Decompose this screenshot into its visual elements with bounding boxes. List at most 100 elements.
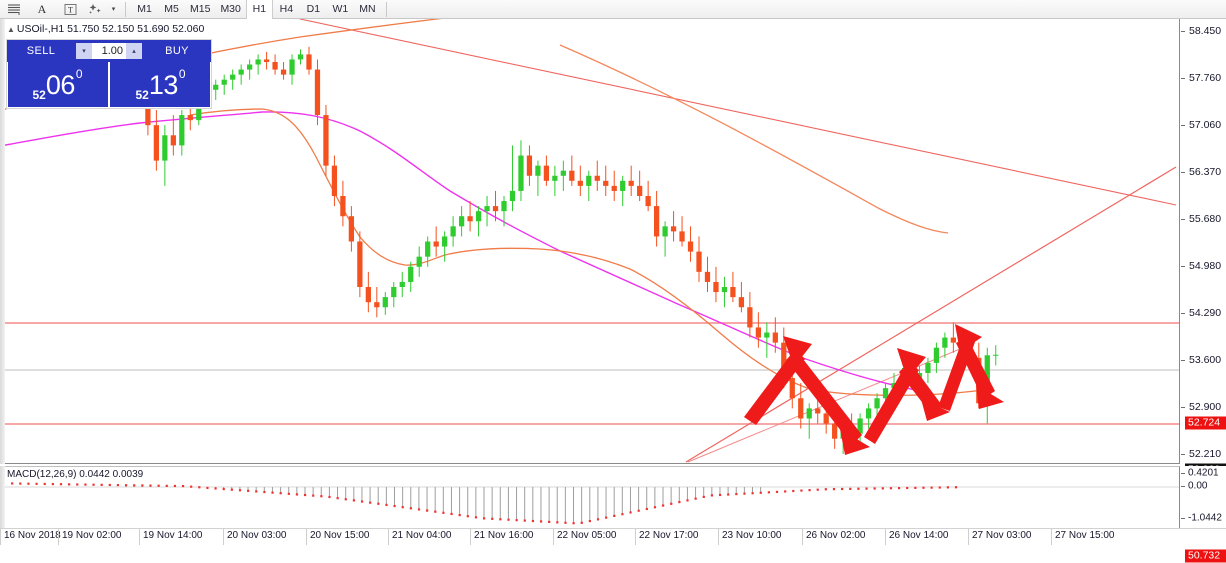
arrow-head-down-2 [921, 399, 950, 421]
buy-price[interactable]: 52 13 0 [108, 62, 211, 108]
macd-signal-dot [507, 518, 510, 521]
timeframe-mn[interactable]: MN [359, 3, 376, 15]
volume-decrement-button[interactable]: ▾ [76, 43, 92, 59]
macd-signal-dot [328, 495, 331, 499]
macd-signal-dot [938, 486, 941, 489]
macd-signal-dot [59, 483, 63, 486]
price-tick-label: 58.450 [1189, 25, 1222, 37]
candle-body [280, 69, 287, 75]
time-separator [306, 529, 307, 545]
time-separator [139, 529, 140, 545]
macd-tick-label: 0.4201 [1188, 467, 1219, 479]
volume-stepper[interactable]: ▾ 1.00 ▴ [76, 43, 142, 59]
macd-signal-dot [694, 497, 697, 500]
objects-dropdown-caret[interactable]: ▾ [106, 0, 120, 18]
volume-increment-button[interactable]: ▴ [126, 43, 142, 59]
arrow-up-1 [744, 349, 805, 425]
candle-body [755, 327, 761, 338]
macd-signal-dot [596, 518, 600, 521]
candle-body [832, 423, 838, 439]
candle-body [950, 337, 956, 343]
macd-signal-dot [352, 499, 356, 502]
macd-signal-dot [800, 489, 803, 492]
one-click-trading-panel[interactable]: SELL ▾ 1.00 ▴ BUY 52 06 0 52 13 0 [6, 39, 212, 109]
time-axis[interactable]: 16 Nov 2018 19 Nov 02:00 19 Nov 14:00 20 No… [0, 528, 1226, 545]
macd-label: MACD(12,26,9) 0.0442 0.0039 [7, 469, 144, 480]
objects-icon[interactable] [84, 0, 106, 18]
macd-signal-dot [149, 484, 152, 487]
candle-body [230, 74, 236, 80]
macd-signal-dot [295, 493, 299, 496]
time-separator [58, 529, 59, 545]
text-lines-glyph [8, 3, 20, 15]
macd-signal-dot [222, 487, 225, 491]
objects-glyph [88, 3, 101, 14]
buy-price-prefix: 52 [135, 88, 149, 102]
buy-button[interactable]: BUY [165, 45, 189, 57]
macd-signal-dot [27, 482, 30, 485]
price-axis[interactable]: 58.450 57.760 57.060 56.370 55.680 54.980 54.2… [1181, 19, 1226, 563]
text-label-icon[interactable]: T [56, 0, 84, 18]
volume-input[interactable]: 1.00 [92, 43, 126, 59]
sell-price[interactable]: 52 06 0 [7, 62, 108, 108]
macd-signal-dot [458, 513, 461, 517]
candle-body [263, 59, 270, 62]
timeframe-m15[interactable]: M15 [190, 3, 211, 15]
timeframe-h4[interactable]: H4 [279, 3, 294, 15]
macd-signal-dot [263, 490, 266, 494]
timeframe-h1[interactable]: H1 [245, 0, 273, 19]
candle-body [484, 206, 490, 212]
candle-body [569, 170, 575, 181]
macd-signal-dot [124, 484, 128, 487]
macd-signal-dot [865, 487, 868, 490]
pane-left-rail [0, 19, 5, 464]
macd-signal-dot [320, 495, 323, 498]
text-label-glyph: T [64, 3, 76, 15]
price-tick [1181, 407, 1185, 408]
timeframe-m30[interactable]: M30 [220, 3, 241, 15]
macd-signal-dot [523, 519, 526, 522]
sell-button[interactable]: SELL [26, 45, 56, 57]
level-price-badge[interactable]: 50.732 [1185, 549, 1226, 563]
candle-body [942, 337, 948, 348]
macd-signal-dot [914, 486, 917, 489]
text-lines-icon[interactable] [0, 0, 28, 18]
candle-body [297, 54, 304, 60]
time-tick-label: 19 Nov 02:00 [62, 530, 122, 541]
time-separator [553, 529, 554, 545]
timeframe-d1[interactable]: D1 [306, 3, 321, 15]
macd-signal-dot [43, 482, 46, 486]
price-tick [1181, 360, 1185, 361]
candle-body [501, 201, 507, 212]
macd-signal-dot [214, 487, 217, 490]
candle-body [255, 59, 261, 65]
macd-signal-dot [906, 486, 909, 490]
timeframe-m5[interactable]: M5 [164, 3, 179, 15]
macd-signal-dot [897, 487, 901, 490]
macd-signal-dot [824, 488, 827, 491]
timeframe-m1[interactable]: M1 [137, 3, 152, 15]
macd-signal-dot [385, 503, 388, 507]
macd-signal-dot [841, 487, 844, 491]
macd-pane[interactable]: MACD(12,26,9) 0.0442 0.0039 [0, 466, 1180, 528]
arrow-head-up-2 [897, 348, 926, 379]
font-icon[interactable]: A [37, 1, 47, 16]
collapse-icon[interactable]: ▲ [7, 25, 15, 34]
time-tick-label: 16 Nov 2018 [4, 530, 61, 541]
macd-signal-dot [450, 512, 453, 516]
macd-signal-dot [92, 483, 95, 486]
macd-signal-dot [775, 490, 779, 493]
level-price-badge[interactable]: 52.724 [1185, 416, 1226, 430]
macd-signal-dot [759, 491, 762, 494]
macd-signal-dot [954, 486, 958, 489]
candle-body [187, 115, 193, 121]
candle-body [213, 84, 219, 90]
candle-body [670, 226, 677, 232]
macd-tick [1181, 486, 1185, 487]
macd-signal-dot [816, 488, 819, 491]
candle-body [806, 408, 812, 419]
time-tick-label: 21 Nov 16:00 [474, 530, 534, 541]
price-tick-label: 55.680 [1189, 213, 1222, 225]
timeframe-w1[interactable]: W1 [332, 3, 349, 15]
candle-body [509, 190, 516, 202]
